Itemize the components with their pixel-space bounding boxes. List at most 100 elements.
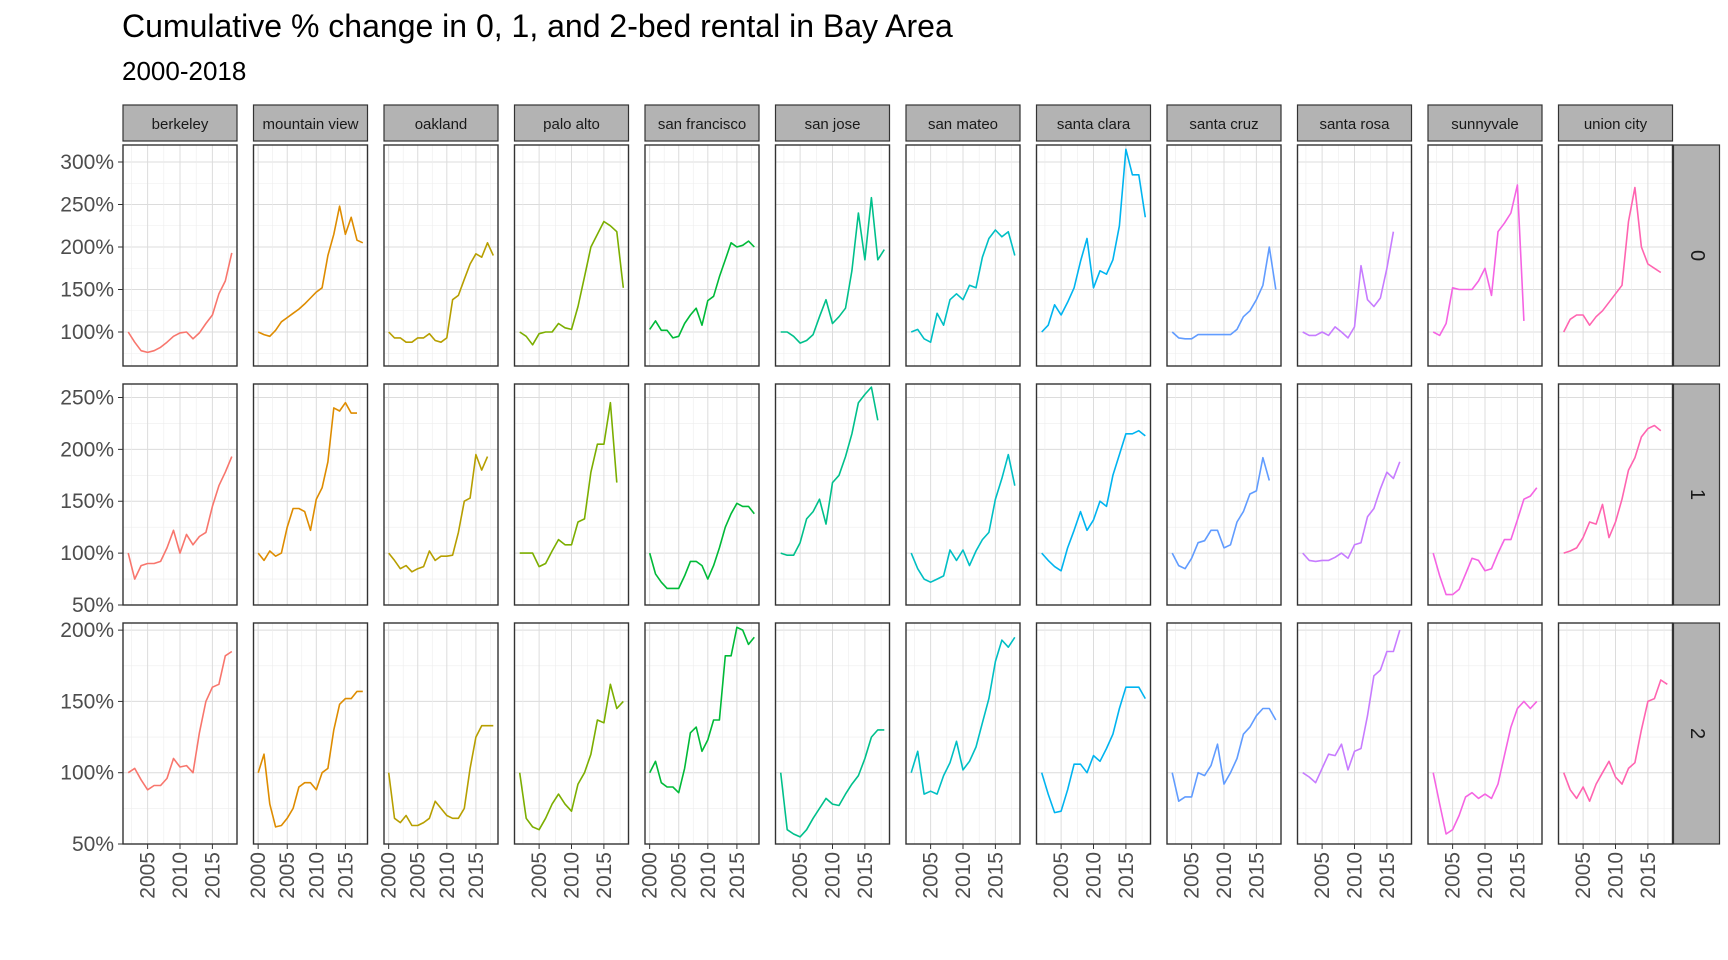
panel-border: [383, 383, 499, 606]
series-line-2-san-francisco: [648, 626, 755, 794]
facet-strip-union-city: [1557, 104, 1674, 142]
panel-2-santa-clara: [1035, 622, 1152, 845]
panel-border: [252, 383, 369, 606]
panel-2-santa-rosa: [1296, 622, 1413, 845]
panel-1-sunnyvale: [1427, 383, 1543, 606]
series-line-0-palo-alto: [519, 220, 625, 346]
series-line-0-union-city: [1562, 186, 1662, 333]
facet-label-sunnyvale: sunnyvale: [1451, 116, 1519, 133]
x-tick-label: 2005: [1442, 852, 1465, 899]
row-strip-1: [1672, 383, 1721, 606]
series-line-1-berkeley: [127, 456, 233, 580]
panel-0-sunnyvale: [1427, 144, 1543, 367]
panel-border: [1166, 144, 1282, 367]
panel-1-san-jose: [774, 383, 891, 606]
series-line-0-sunnyvale: [1432, 184, 1525, 337]
panel-2-san-francisco: [644, 622, 760, 845]
y-tick-label: 200%: [60, 438, 114, 461]
x-tick-label: 2005: [137, 852, 160, 899]
x-tick-label: 2010: [1083, 852, 1106, 899]
series-line-1-santa-rosa: [1302, 461, 1401, 563]
facet-strip-santa-cruz: [1166, 104, 1282, 142]
panel-1-santa-cruz: [1166, 383, 1282, 606]
panel-background: [384, 145, 498, 366]
y-tick-label: 200%: [60, 619, 114, 642]
panel-0-santa-cruz: [1166, 144, 1282, 367]
series-line-1-san-jose: [780, 386, 879, 557]
panel-1-san-francisco: [644, 383, 760, 606]
series-line-0-mountain-view: [257, 205, 364, 338]
panel-border: [644, 383, 760, 606]
x-tick-label: 2010: [305, 852, 328, 899]
panel-2-san-mateo: [905, 622, 1021, 845]
facet-label-santa-cruz: santa cruz: [1189, 116, 1258, 133]
panel-2-berkeley: [122, 622, 238, 845]
facet-label-berkeley: berkeley: [152, 116, 209, 133]
series-line-1-santa-clara: [1041, 429, 1146, 572]
panel-border: [1035, 144, 1152, 367]
x-tick-label: 2000: [378, 852, 401, 899]
facet-label-oakland: oakland: [415, 116, 468, 133]
panel-border: [1296, 383, 1413, 606]
x-tick-label: 2010: [169, 852, 192, 899]
panel-2-san-jose: [774, 622, 891, 845]
panel-border: [513, 383, 630, 606]
facet-label-san-jose: san jose: [805, 116, 861, 133]
panel-border: [252, 144, 369, 367]
facet-strip-oakland: [383, 104, 499, 142]
facet-strip-berkeley: [122, 104, 238, 142]
panel-border: [1557, 383, 1674, 606]
panel-2-union-city: [1557, 622, 1674, 845]
facet-label-santa-rosa: santa rosa: [1319, 116, 1390, 133]
facet-strip-sunnyvale: [1427, 104, 1543, 142]
panel-1-union-city: [1557, 383, 1674, 606]
panel-1-mountain-view: [252, 383, 369, 606]
series-line-1-santa-cruz: [1171, 456, 1271, 570]
chart-subtitle: 2000-2018: [122, 56, 247, 86]
row-label-1: 1: [1686, 489, 1708, 500]
x-tick-label: 2010: [561, 852, 584, 899]
series-line-1-san-francisco: [648, 502, 755, 590]
y-tick-label: 300%: [60, 151, 114, 174]
series-line-1-san-mateo: [910, 453, 1016, 584]
y-tick-label: 250%: [60, 386, 114, 409]
panel-border: [1427, 383, 1543, 606]
series-line-0-berkeley: [127, 252, 233, 354]
x-tick-label: 2005: [528, 852, 551, 899]
series-line-0-santa-clara: [1041, 148, 1147, 333]
panel-0-san-jose: [774, 144, 891, 367]
series-line-2-sunnyvale: [1432, 700, 1538, 835]
panel-0-santa-rosa: [1296, 144, 1413, 367]
x-tick-label: 2005: [1181, 852, 1204, 899]
x-tick-label: 2010: [1605, 852, 1628, 899]
y-tick-label: 100%: [60, 762, 114, 785]
panel-1-san-mateo: [905, 383, 1021, 606]
panel-background: [645, 145, 759, 366]
panel-border: [774, 383, 891, 606]
facet-label-union-city: union city: [1584, 116, 1648, 133]
x-tick-label: 2015: [984, 852, 1007, 899]
y-tick-label: 150%: [60, 279, 114, 302]
series-line-0-santa-cruz: [1171, 246, 1277, 340]
panel-0-palo-alto: [513, 144, 630, 367]
panel-0-oakland: [383, 144, 499, 367]
facet-strip-san-mateo: [905, 104, 1021, 142]
panel-0-union-city: [1557, 144, 1674, 367]
panel-border: [1557, 144, 1674, 367]
row-label-2: 2: [1686, 728, 1708, 739]
facet-strip-palo-alto: [513, 104, 630, 142]
y-tick-label: 50%: [72, 594, 114, 617]
panel-border: [1427, 144, 1543, 367]
x-tick-label: 2010: [952, 852, 975, 899]
panel-0-san-mateo: [905, 144, 1021, 367]
panel-1-palo-alto: [513, 383, 630, 606]
series-line-1-union-city: [1563, 424, 1662, 554]
panel-0-mountain-view: [252, 144, 369, 367]
x-tick-label: 2010: [1213, 852, 1236, 899]
panel-background: [645, 384, 759, 605]
panel-border: [774, 144, 891, 367]
panel-2-sunnyvale: [1427, 622, 1543, 845]
panel-border: [383, 144, 499, 367]
series-line-2-santa-cruz: [1171, 707, 1277, 803]
